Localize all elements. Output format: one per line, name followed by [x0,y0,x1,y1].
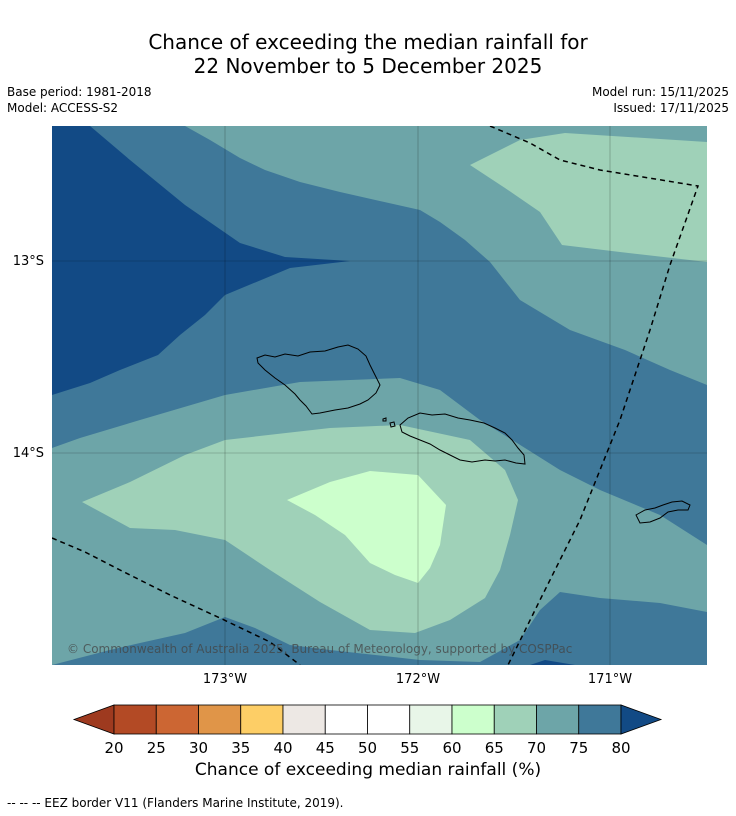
copyright-text: © Commonwealth of Australia 2025, Bureau… [67,642,572,656]
chart-title: Chance of exceeding the median rainfall … [0,30,736,78]
colorbar-tick-label: 30 [189,739,208,757]
island-savaii [256,344,381,415]
colorbar-segment [240,704,284,735]
colorbar-tick-label: 75 [569,739,588,757]
band-80-south [530,660,575,665]
island-manono [389,421,396,428]
issued-date: Issued: 17/11/2025 [613,101,729,115]
colorbar-tick-label: 50 [358,739,377,757]
gridlines [52,126,707,665]
colorbar-extend-low [72,704,115,735]
map-area [52,126,707,665]
colorbar-segment [493,704,537,735]
eez-border [52,126,700,665]
lon-label-172w: 172°W [396,672,440,687]
colorbar-tick-label: 40 [273,739,292,757]
title-line-1: Chance of exceeding the median rainfall … [148,30,588,54]
colorbar-segment [578,704,622,735]
colorbar-segment [155,704,199,735]
colorbar-segment [113,704,157,735]
colorbar-tick-label: 25 [147,739,166,757]
colorbar: 20 25 30 35 40 45 50 55 60 65 70 75 80 [72,704,663,757]
colorbar-extend-high [620,704,663,735]
colorbar-segment [282,704,326,735]
colorbar-segment [451,704,495,735]
lon-label-173w: 173°W [203,672,247,687]
title-line-2: 22 November to 5 December 2025 [193,54,543,78]
model-run: Model run: 15/11/2025 [591,85,729,99]
model-name: Model: ACCESS-S2 [7,101,119,115]
colorbar-tick-label: 60 [442,739,461,757]
colorbar-tick-label: 35 [231,739,250,757]
island-upolu [399,412,526,465]
colorbar-title: Chance of exceeding median rainfall (%) [194,760,542,780]
band-80-northwest [52,126,350,395]
lat-label-14s: 14°S [13,446,44,461]
colorbar-segment [409,704,453,735]
colorbar-tick-label: 70 [527,739,546,757]
colorbar-tick-label: 55 [400,739,419,757]
eez-footer-note: -- -- -- EEZ border V11 (Flanders Marine… [7,796,344,810]
band-65-northeast [470,133,707,262]
colorbar-segment [324,704,368,735]
lat-label-13s: 13°S [13,254,44,269]
meta-left: Base period: 1981-2018 Model: ACCESS-S2 [7,84,152,116]
meta-right: Model run: 15/11/2025 Issued: 17/11/2025 [592,84,729,116]
colorbar-tick-label: 20 [104,739,123,757]
colorbar-tick-label: 45 [316,739,335,757]
colorbar-segment [536,704,580,735]
island-tutuila [635,500,691,524]
colorbar-tick-label: 80 [611,739,630,757]
colorbar-tick-label: 65 [485,739,504,757]
colorbar-segment [198,704,242,735]
base-period: Base period: 1981-2018 [7,85,152,99]
lon-label-171w: 171°W [588,672,632,687]
band-60-center [287,471,446,583]
island-apolima [382,417,387,422]
colorbar-segment [367,704,411,735]
